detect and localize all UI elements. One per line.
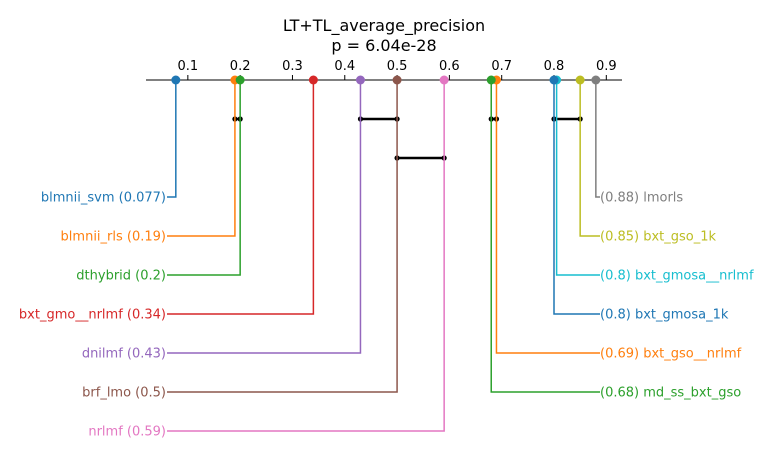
method-labels: blmnii_svm (0.077) blmnii_rls (0.19) dthyb… xyxy=(19,191,754,440)
chart-title: LT+TL_average_precision xyxy=(283,16,485,36)
connector-brf_lmo xyxy=(167,80,398,393)
connector-bxt_gso__nrlmf xyxy=(495,80,600,354)
connector-dthybrid xyxy=(167,80,241,276)
label-nrlmf: nrlmf (0.59) xyxy=(88,425,166,440)
label-bxt_gmosa__nrlmf: (0.8) bxt_gmosa__nrlmf xyxy=(600,269,754,284)
marker-dthybrid xyxy=(235,75,245,85)
label-brf_lmo: brf_lmo (0.5) xyxy=(82,386,166,401)
label-blmnii_rls: blmnii_rls (0.19) xyxy=(61,230,166,245)
tick-label: 0.8 xyxy=(544,59,565,74)
connector-nrlmf xyxy=(167,80,445,432)
marker-bxt_gmosa_1k xyxy=(549,75,559,85)
connector-bxt_gmo__nrlmf xyxy=(167,80,315,315)
connector-blmnii_svm xyxy=(167,80,177,198)
tick-label: 0.5 xyxy=(387,59,408,74)
tick-label: 0.4 xyxy=(334,59,355,74)
clique-bars xyxy=(232,116,583,161)
connector-blmnii_rls xyxy=(167,80,236,237)
label-lmorls: (0.88) lmorls xyxy=(600,191,683,206)
tick-label: 0.2 xyxy=(230,59,251,74)
marker-lmorls xyxy=(591,75,601,85)
connector-dnilmf xyxy=(167,80,362,354)
connector-lmorls xyxy=(595,80,600,198)
label-bxt_gso__nrlmf: (0.69) bxt_gso__nrlmf xyxy=(600,347,742,362)
marker-dnilmf xyxy=(355,75,365,85)
tick-label: 0.7 xyxy=(491,59,512,74)
marker-nrlmf xyxy=(439,75,449,85)
marker-md_ss_bxt_gso xyxy=(486,75,496,85)
connector-bxt_gso_1k xyxy=(579,80,600,237)
tick-label: 0.1 xyxy=(178,59,199,74)
connector-md_ss_bxt_gso xyxy=(490,80,600,393)
chart-subtitle: p = 6.04e-28 xyxy=(331,36,436,55)
tick-label: 0.9 xyxy=(596,59,617,74)
x-axis: 0.1 0.2 0.3 0.4 0.5 0.6 0.7 0.8 0.9 xyxy=(146,59,622,81)
label-dthybrid: dthybrid (0.2) xyxy=(76,269,166,284)
label-dnilmf: dnilmf (0.43) xyxy=(82,347,166,362)
connector-bxt_gmosa_1k xyxy=(553,80,600,315)
marker-bxt_gmo__nrlmf xyxy=(308,75,318,85)
label-bxt_gmosa_1k: (0.8) bxt_gmosa_1k xyxy=(600,308,729,323)
method-connectors xyxy=(167,80,600,432)
label-bxt_gso_1k: (0.85) bxt_gso_1k xyxy=(600,230,717,245)
label-blmnii_svm: blmnii_svm (0.077) xyxy=(41,191,166,206)
marker-blmnii_svm xyxy=(171,75,181,85)
label-bxt_gmo__nrlmf: bxt_gmo__nrlmf (0.34) xyxy=(19,308,166,323)
tick-label: 0.6 xyxy=(439,59,460,74)
label-md_ss_bxt_gso: (0.68) md_ss_bxt_gso xyxy=(600,386,741,401)
tick-label: 0.3 xyxy=(282,59,303,74)
marker-brf_lmo xyxy=(392,75,402,85)
rank-markers xyxy=(171,75,601,85)
connector-bxt_gmosa__nrlmf xyxy=(555,80,600,276)
marker-bxt_gso_1k xyxy=(575,75,585,85)
